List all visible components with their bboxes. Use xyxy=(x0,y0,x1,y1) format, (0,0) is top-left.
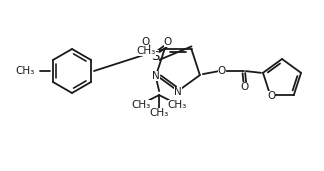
Text: CH₃: CH₃ xyxy=(168,100,187,110)
Text: CH₃: CH₃ xyxy=(132,100,151,110)
Text: O: O xyxy=(164,37,172,47)
Text: O: O xyxy=(267,91,275,101)
Text: N: N xyxy=(152,71,160,81)
Text: O: O xyxy=(218,66,226,76)
Text: N: N xyxy=(174,87,182,97)
Text: CH₃: CH₃ xyxy=(16,66,35,76)
Text: CH₃: CH₃ xyxy=(137,46,156,56)
Text: O: O xyxy=(141,37,149,47)
Text: O: O xyxy=(241,82,249,92)
Text: S: S xyxy=(151,49,159,62)
Text: CH₃: CH₃ xyxy=(149,108,169,118)
